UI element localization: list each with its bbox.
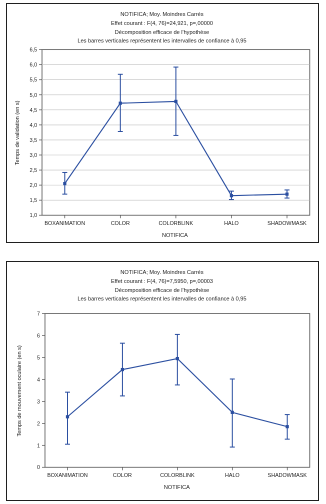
y-tick-label: 5,0 — [30, 93, 37, 99]
data-point — [229, 194, 234, 198]
y-tick-label: 3 — [37, 399, 40, 405]
data-point — [65, 415, 70, 419]
y-tick-label: 5,5 — [30, 78, 37, 84]
chart-title-line-2: Effet courant : F(4, 76)=24,921, p=,0000… — [111, 21, 213, 27]
data-point — [285, 192, 289, 196]
data-point — [285, 425, 289, 429]
y-tick-label: 0 — [37, 465, 40, 471]
x-tick-label: COLORBLINK — [159, 221, 194, 227]
y-tick-label: 7 — [37, 312, 40, 318]
y-tick-label: 6,5 — [30, 48, 37, 54]
chart-validation-time: NOTIFICA; Moy. Moindres Carrés Effet cou… — [15, 12, 311, 239]
chart-title-line-4: Les barres verticales représentent les i… — [78, 297, 247, 303]
x-tick-label: COLOR — [113, 473, 132, 479]
x-tick-label: SHADOWMASK — [267, 221, 307, 227]
chart-title-line-3: Décomposition efficace de l'hypothèse — [115, 30, 209, 36]
y-tick-label: 3,0 — [30, 153, 37, 159]
x-tick-label: BOXANIMATION — [47, 473, 88, 479]
y-tick-label: 4,5 — [30, 108, 37, 114]
chart-title-line-3: Décomposition efficace de l'hypothèse — [115, 288, 209, 294]
x-tick-label: HALO — [225, 473, 240, 479]
data-point — [175, 356, 179, 361]
data-point — [230, 410, 234, 414]
x-axis-label: NOTIFICA — [162, 233, 188, 239]
y-tick-label: 5 — [37, 355, 40, 361]
data-point — [118, 101, 122, 105]
y-axis-label: Temps de validation (en s) — [15, 100, 21, 165]
chart-title-line-1: NOTIFICA; Moy. Moindres Carrés — [120, 270, 203, 276]
chart-panel-validation-time: NOTIFICA; Moy. Moindres Carrés Effet cou… — [6, 3, 319, 243]
chart-title-line-1: NOTIFICA; Moy. Moindres Carrés — [120, 12, 203, 18]
y-tick-label: 2 — [37, 421, 40, 427]
chart-eye-movement-time: NOTIFICA; Moy. Moindres Carrés Effet cou… — [17, 270, 311, 491]
y-tick-label: 4,0 — [30, 123, 37, 129]
x-tick-label: COLORBLINK — [160, 473, 195, 479]
y-tick-label: 1,0 — [30, 213, 37, 219]
x-tick-label: BOXANIMATION — [44, 221, 85, 227]
x-tick-label: COLOR — [111, 221, 130, 227]
y-axis-label: Temps de mouvement oculaire (en s) — [17, 345, 23, 436]
y-tick-label: 3,5 — [30, 138, 37, 144]
x-axis-label: NOTIFICA — [164, 485, 190, 491]
x-tick-label: HALO — [224, 221, 239, 227]
data-point — [63, 182, 67, 186]
y-tick-label: 1,5 — [30, 198, 37, 204]
chart-title-line-4: Les barres verticales représentent les i… — [78, 39, 247, 45]
y-tick-label: 1 — [37, 443, 40, 449]
y-tick-label: 2,5 — [30, 168, 37, 174]
data-point — [174, 99, 178, 103]
y-tick-label: 6,0 — [30, 63, 37, 69]
y-tick-label: 2,0 — [30, 183, 37, 189]
chart-title-line-2: Effet courant : F(4, 76)=7,5950, p=,0000… — [111, 279, 213, 285]
chart-panel-eye-movement-time: NOTIFICA; Moy. Moindres Carrés Effet cou… — [6, 261, 319, 501]
data-point — [120, 367, 125, 372]
y-tick-label: 4 — [37, 377, 40, 383]
y-tick-label: 6 — [37, 334, 40, 340]
x-tick-label: SHADOWMASK — [268, 473, 308, 479]
